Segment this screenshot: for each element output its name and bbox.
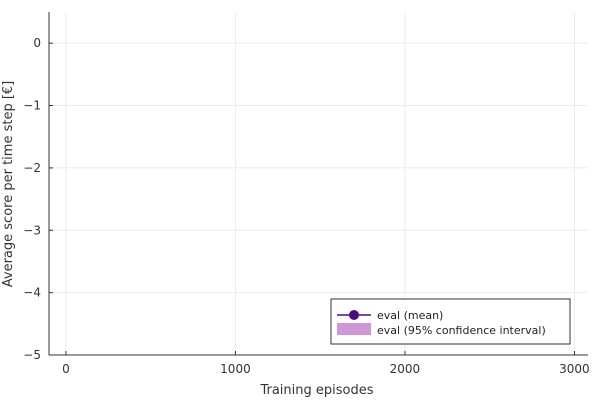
x-tick-label: 2000 bbox=[390, 362, 421, 376]
x-tick-label: 3000 bbox=[559, 362, 590, 376]
x-tick-label: 0 bbox=[62, 362, 70, 376]
y-tick-label: 0 bbox=[33, 36, 41, 50]
y-tick-label: −4 bbox=[23, 286, 41, 300]
y-tick-label: −5 bbox=[23, 348, 41, 362]
y-tick-label: −3 bbox=[23, 223, 41, 237]
legend: eval (mean) eval (95% confidence interva… bbox=[330, 298, 571, 345]
x-tick-label: 1000 bbox=[220, 362, 251, 376]
tick-labels: 0 1000 2000 3000 0 −1 −2 −3 −4 −5 bbox=[23, 36, 589, 376]
legend-ci-label: eval (95% confidence interval) bbox=[377, 324, 546, 337]
axes bbox=[48, 12, 588, 356]
legend-ci-swatch-icon bbox=[337, 323, 371, 335]
legend-box bbox=[330, 298, 571, 345]
legend-mean-marker-icon bbox=[349, 310, 359, 320]
y-axis-label: Average score per time step [€] bbox=[1, 81, 16, 287]
y-tick-label: −1 bbox=[23, 99, 41, 113]
y-tick-label: −2 bbox=[23, 161, 41, 175]
legend-mean-label: eval (mean) bbox=[377, 309, 443, 322]
x-axis-label: Training episodes bbox=[259, 383, 373, 398]
